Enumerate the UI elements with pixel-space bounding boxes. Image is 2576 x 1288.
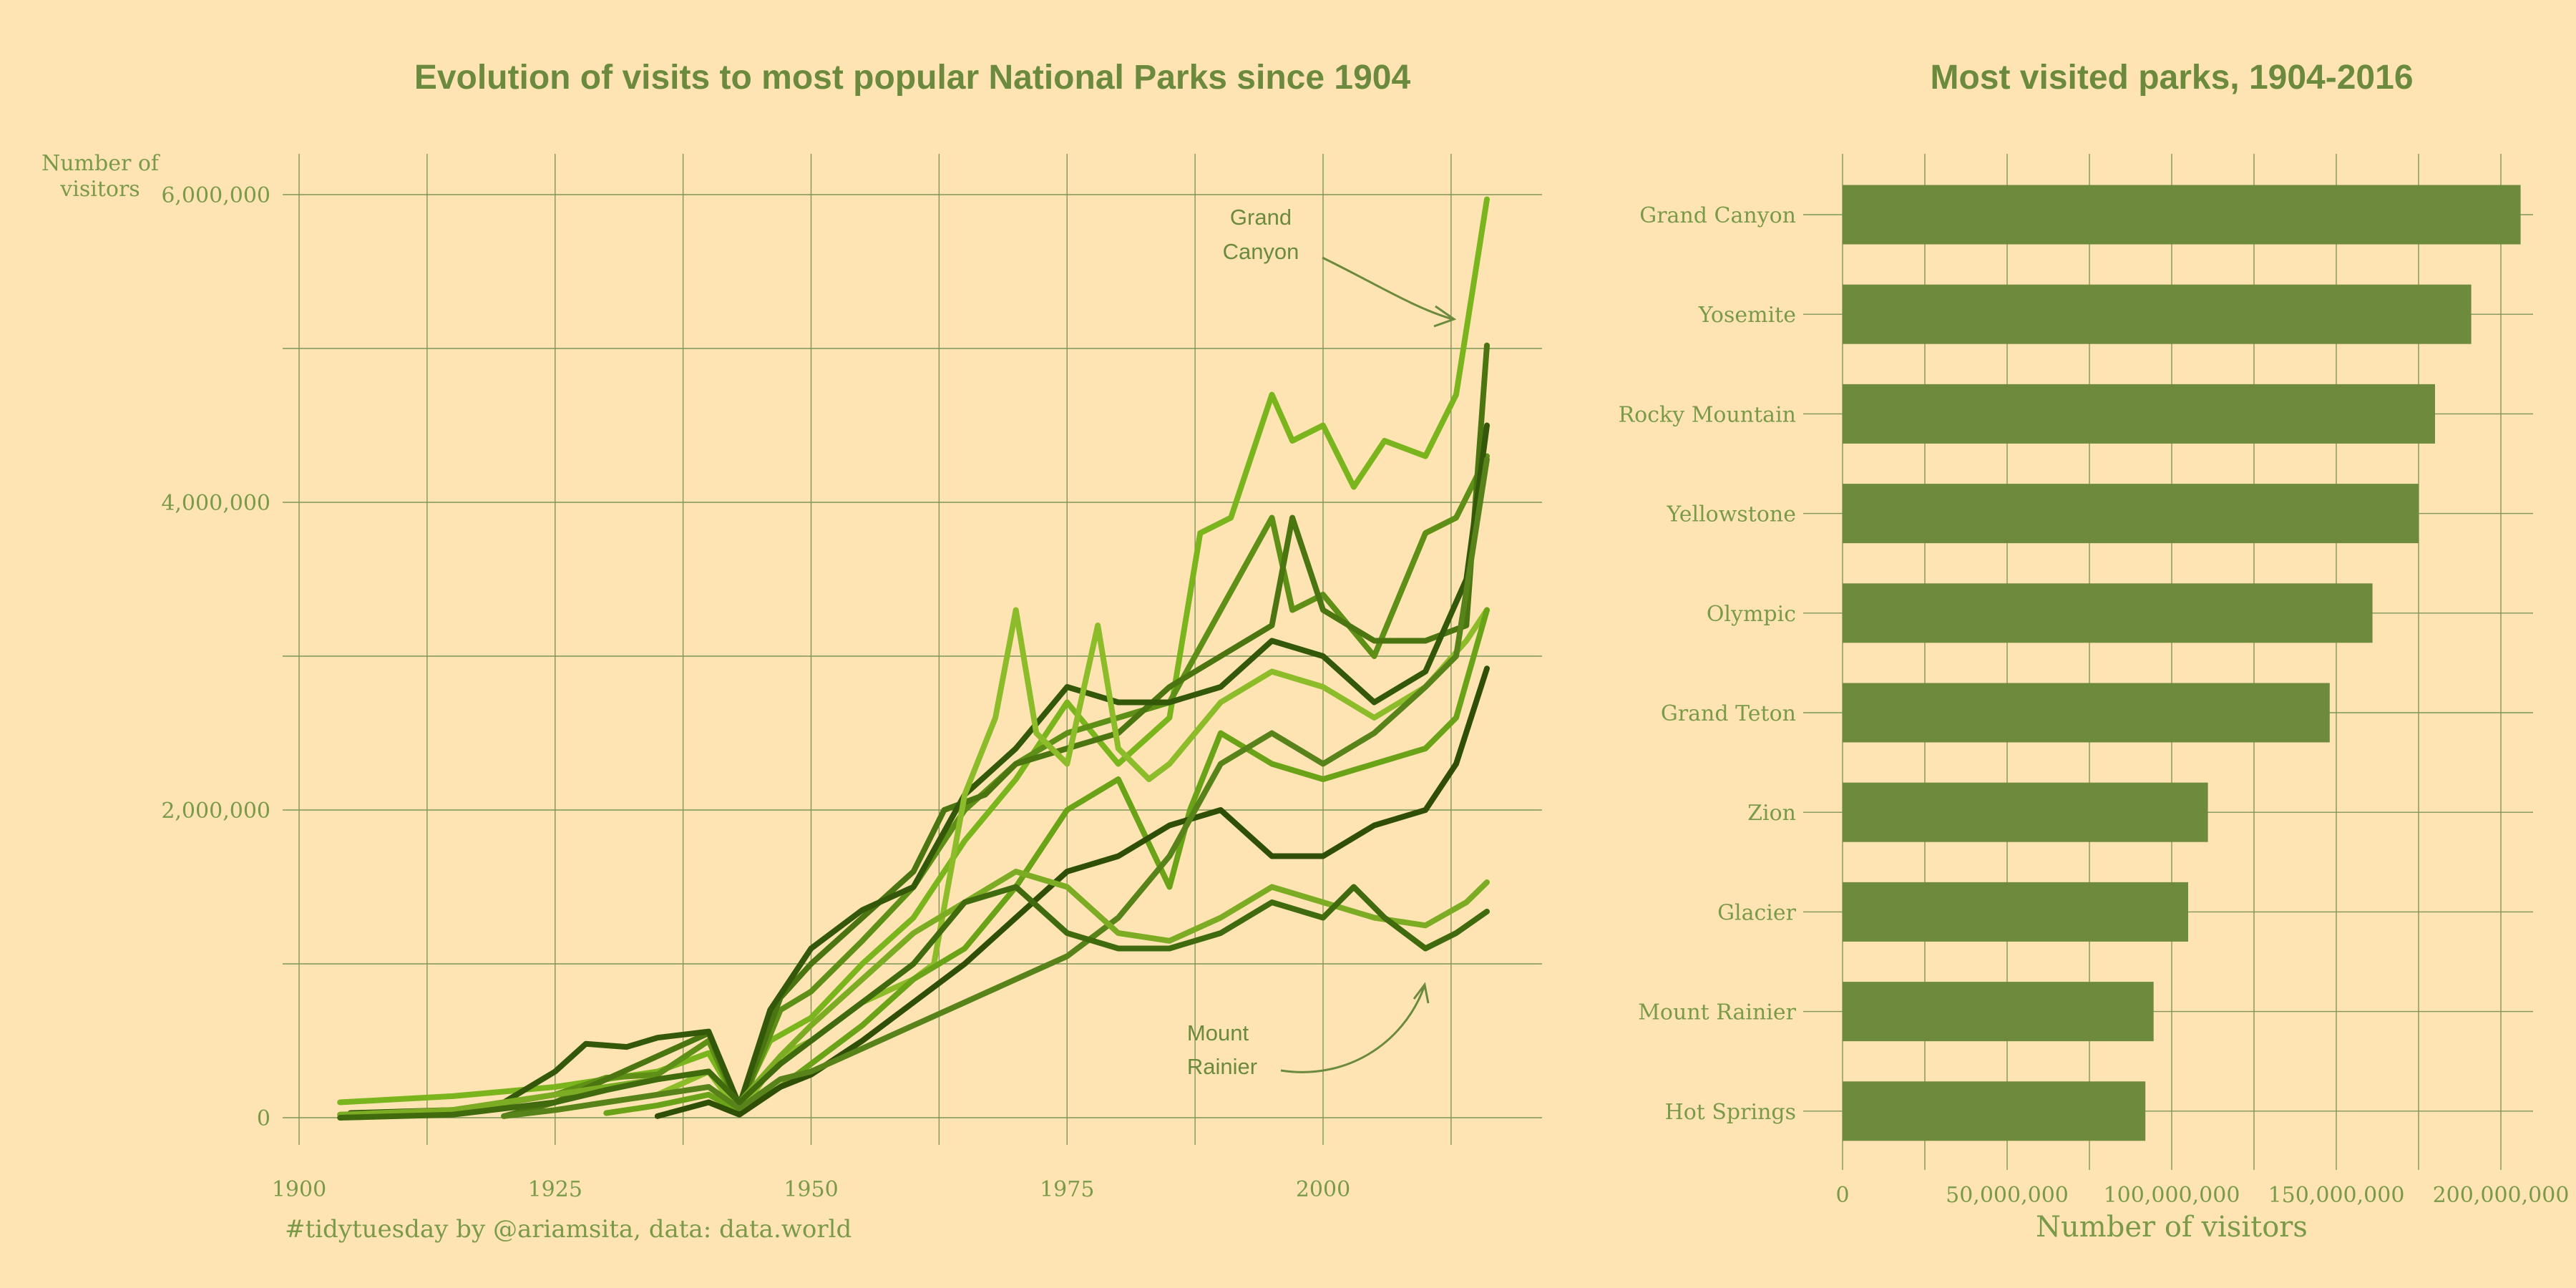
annotation-grand-canyon-line-2: Canyon	[1223, 239, 1299, 264]
bar-x-tick-label: 200,000,000	[2433, 1183, 2570, 1208]
bar-chart: Most visited parks, 1904-2016 Grand Cany…	[1619, 59, 2570, 1244]
x-tick-label: 1925	[528, 1177, 582, 1202]
y-tick-label: 4,000,000	[161, 491, 270, 516]
line-chart-grid	[283, 154, 1542, 1145]
bar	[1843, 484, 2419, 544]
annotation-grand-canyon-arrow	[1322, 256, 1453, 321]
bar-x-tick-label: 0	[1835, 1183, 1849, 1208]
annotation-grand-canyon-arrowhead	[1433, 305, 1457, 328]
bar-chart-x-axis-title: Number of visitors	[2036, 1211, 2308, 1244]
bar	[1843, 882, 2188, 942]
y-tick-label: 6,000,000	[161, 183, 270, 208]
bar-x-tick-label: 50,000,000	[1946, 1183, 2069, 1208]
series-line	[347, 422, 1490, 1116]
bar	[1843, 384, 2435, 444]
line-chart: Evolution of visits to most popular Nati…	[42, 59, 1542, 1244]
bar-category-label: Rocky Mountain	[1619, 402, 1796, 427]
bar-x-tick-label: 100,000,000	[2104, 1183, 2240, 1208]
x-tick-label: 1900	[272, 1177, 326, 1202]
bar	[1843, 583, 2373, 643]
line-chart-ticks: 1900 1925 1950 1975 2000 0 2,000,000 4,000,000 6…	[161, 183, 1350, 1202]
series-line	[337, 869, 1490, 1118]
line-chart-title: Evolution of visits to most popular Nati…	[414, 59, 1411, 97]
bar-category-label: Yosemite	[1698, 303, 1796, 328]
bar-category-label: Grand Canyon	[1639, 203, 1796, 228]
caption: #tidytuesday by @ariamsita, data: data.w…	[285, 1215, 852, 1244]
y-axis-title-line-2: visitors	[59, 177, 140, 202]
series-line	[337, 884, 1490, 1121]
bar	[1843, 782, 2208, 842]
annotation-mount-rainier-line-2: Rainier	[1187, 1054, 1257, 1079]
annotation-mount-rainier-line-1: Mount	[1187, 1020, 1249, 1045]
y-tick-label: 2,000,000	[161, 799, 270, 824]
bar-category-label: Grand Teton	[1661, 701, 1796, 726]
bar	[1843, 982, 2154, 1042]
y-tick-label: 0	[257, 1106, 270, 1131]
bar-chart-ticks: Grand Canyon Yosemite Rocky Mountain Yellow…	[1619, 203, 2570, 1208]
series-line	[501, 342, 1490, 1119]
x-tick-label: 2000	[1296, 1177, 1350, 1202]
series-line	[337, 196, 1490, 1108]
bar	[1843, 683, 2330, 743]
bar-x-tick-label: 150,000,000	[2268, 1183, 2405, 1208]
x-tick-label: 1975	[1040, 1177, 1094, 1202]
line-chart-annotations: Grand Canyon Mount Rainier	[1187, 205, 1457, 1079]
bar-category-label: Yellowstone	[1667, 502, 1796, 527]
bar	[1843, 284, 2472, 344]
series-line	[654, 665, 1490, 1119]
bar-chart-title: Most visited parks, 1904-2016	[1930, 59, 2413, 97]
series-line	[337, 453, 1490, 1118]
annotation-mount-rainier-arrow	[1280, 987, 1425, 1073]
bar-chart-bars	[1843, 185, 2521, 1141]
bar-category-label: Zion	[1747, 801, 1796, 826]
annotation-mount-rainier-arrowhead	[1413, 982, 1430, 1004]
y-axis-title-line-1: Number of	[42, 151, 160, 176]
bar	[1843, 185, 2521, 245]
bar-category-label: Mount Rainier	[1638, 1000, 1796, 1025]
bar-category-label: Glacier	[1717, 900, 1797, 925]
annotation-grand-canyon-line-1: Grand	[1230, 205, 1292, 230]
bar-category-label: Hot Springs	[1665, 1100, 1796, 1125]
series-line	[501, 456, 1490, 1119]
bar	[1843, 1081, 2146, 1141]
bar-category-label: Olympic	[1707, 602, 1796, 627]
line-chart-series	[337, 196, 1490, 1121]
x-tick-label: 1950	[784, 1177, 838, 1202]
